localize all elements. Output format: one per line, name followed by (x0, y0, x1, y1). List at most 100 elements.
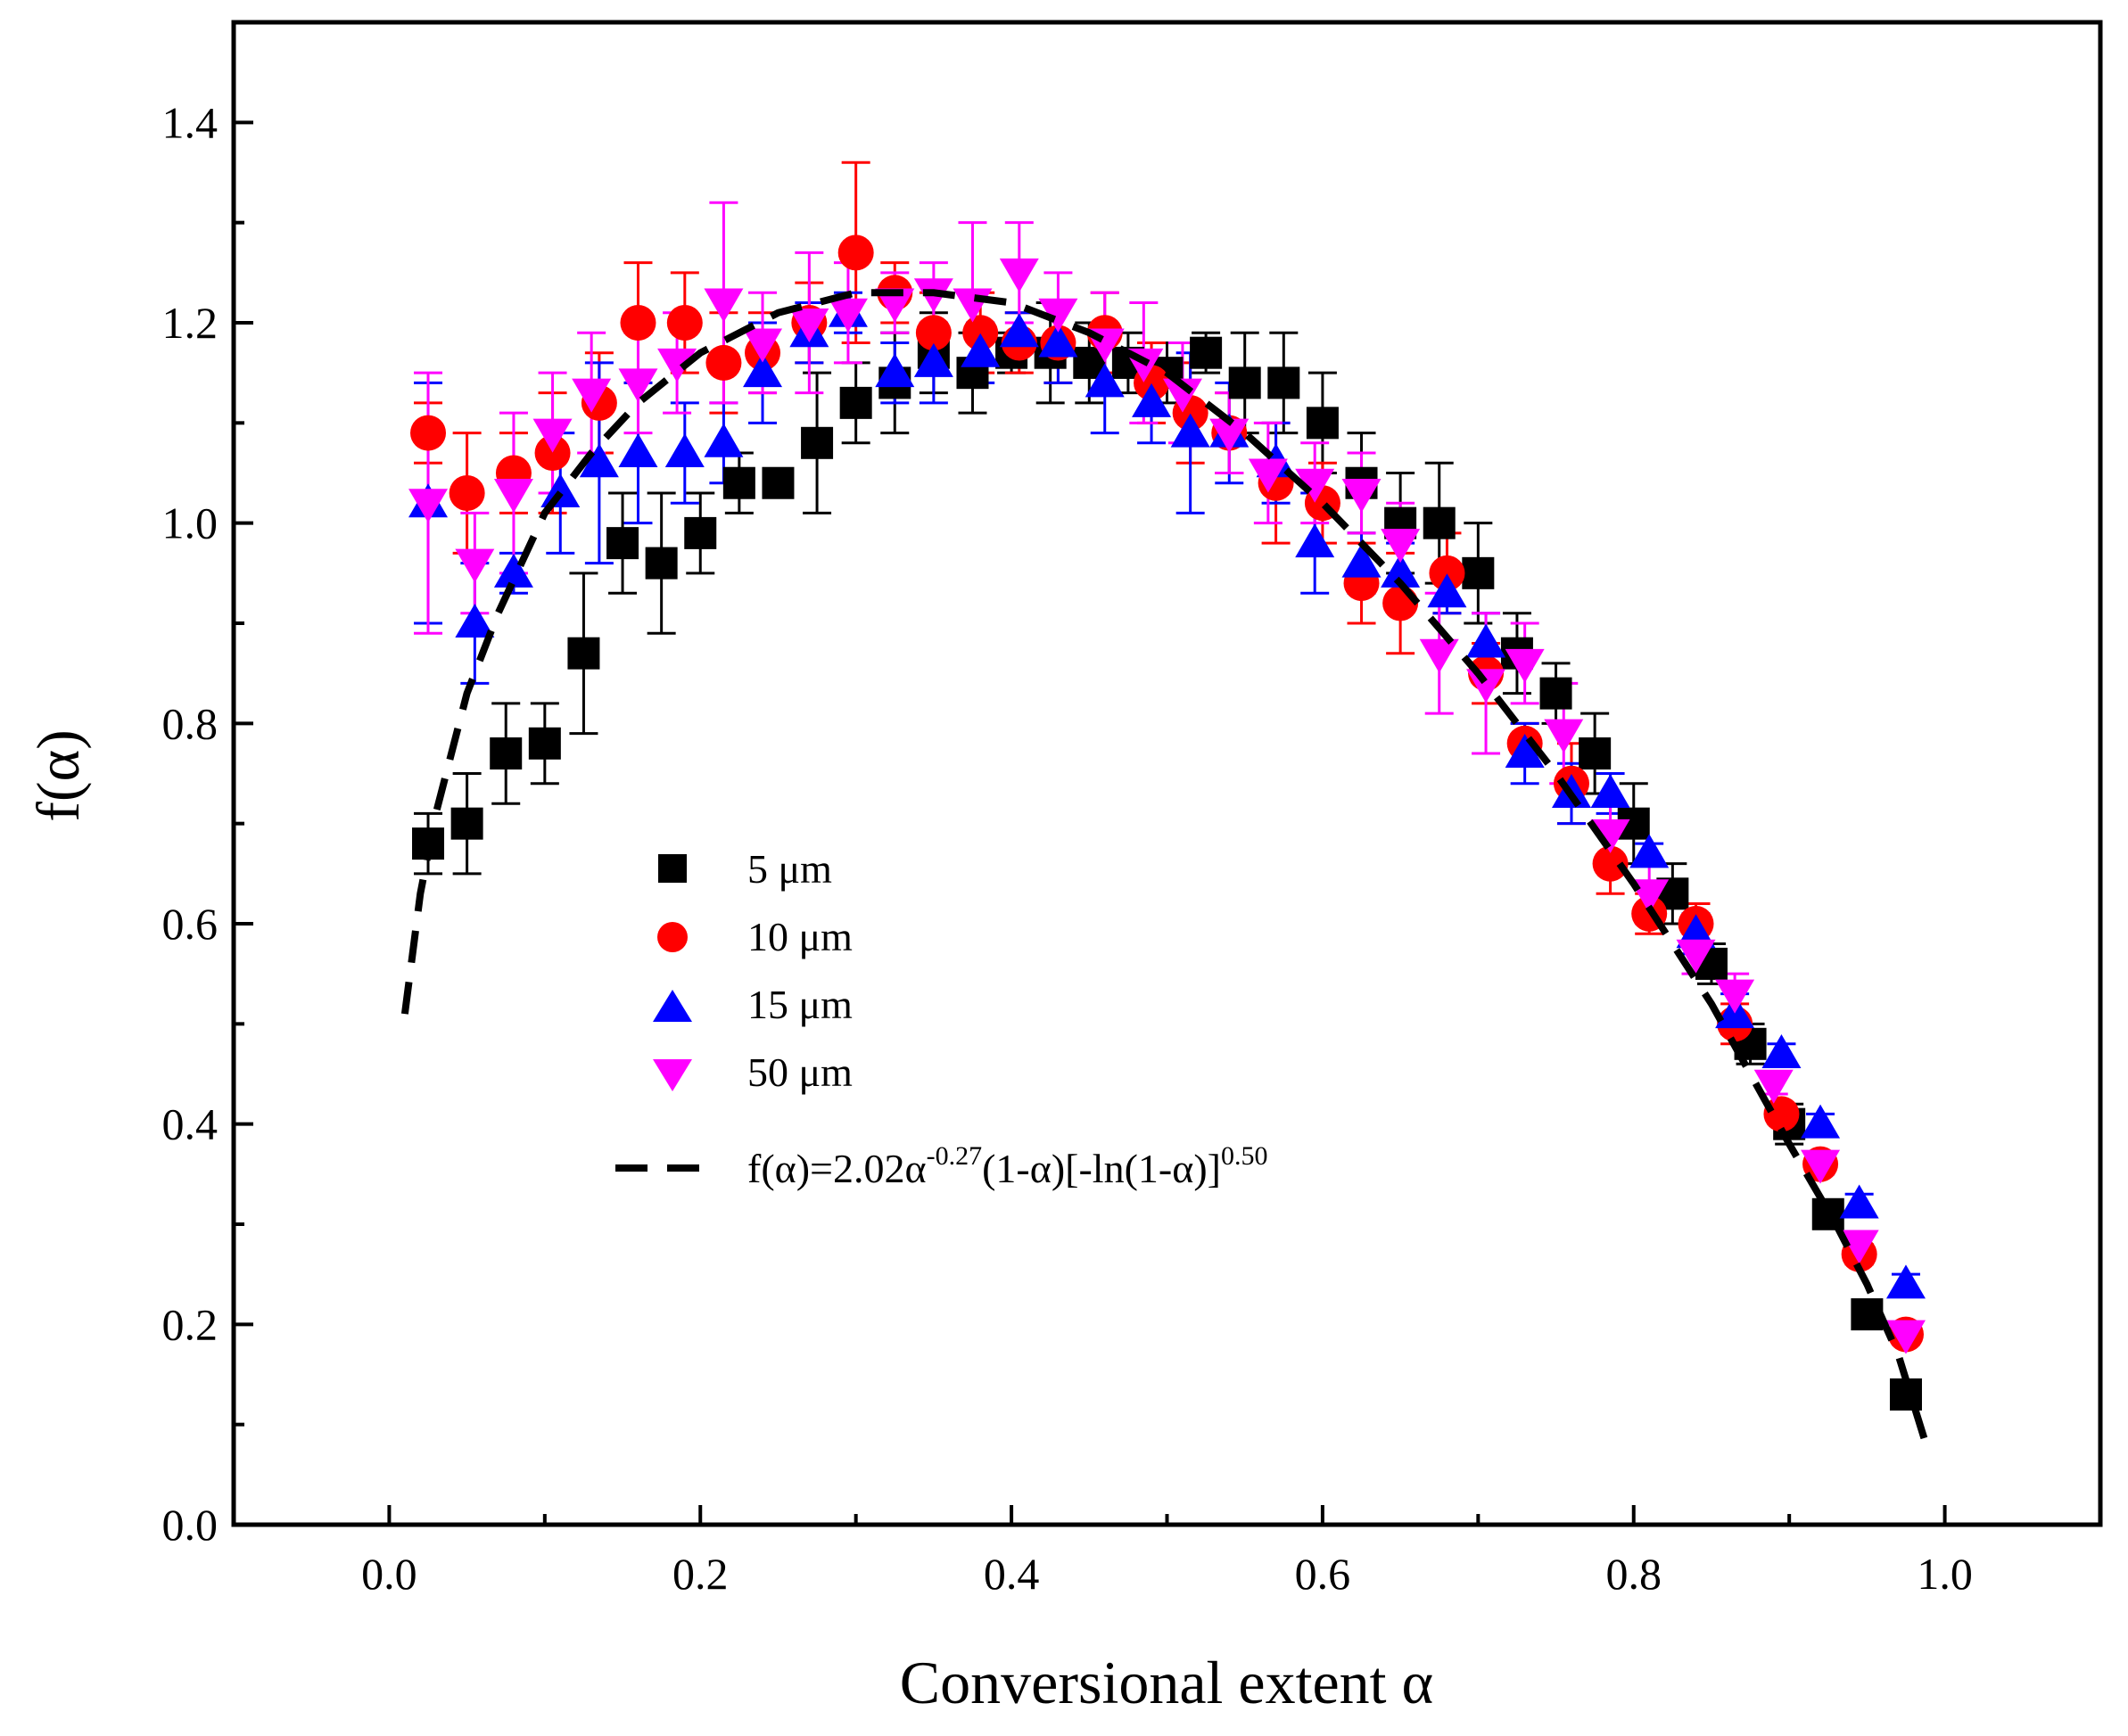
data-point-triangle-down (1715, 979, 1755, 1014)
data-point-triangle-down (1590, 819, 1630, 853)
data-point-square (722, 466, 755, 499)
data-point-triangle-up (455, 604, 495, 638)
data-point-square (684, 516, 717, 549)
x-axis-title: Conversional extent α (900, 1649, 1433, 1716)
data-point-square (528, 727, 561, 760)
data-point-triangle-down (1162, 378, 1202, 413)
data-point-triangle-down (1753, 1069, 1794, 1104)
data-point-triangle-down (1544, 719, 1584, 753)
y-tick-label: 0.8 (162, 698, 219, 748)
y-axis-title: f(α) (24, 729, 92, 822)
data-point-triangle-down (1419, 638, 1459, 673)
data-point-triangle-down (493, 478, 533, 513)
data-point-triangle-up (704, 423, 744, 457)
data-point-circle (962, 315, 999, 351)
y-tick-label: 0.6 (162, 899, 219, 949)
data-point-triangle-down (875, 288, 915, 323)
data-point-square (839, 386, 872, 419)
data-point-square (1462, 556, 1495, 589)
data-point-circle (666, 305, 703, 341)
data-point-triangle-down (618, 368, 658, 403)
data-point-triangle-down (1839, 1230, 1879, 1264)
y-tick-label: 1.4 (162, 97, 219, 147)
data-point-triangle-up (1590, 773, 1630, 808)
data-point-triangle-up (493, 553, 533, 588)
data-point-triangle-up (1085, 363, 1125, 398)
data-point-triangle-down (455, 548, 495, 583)
x-tick-label: 0.6 (1295, 1549, 1351, 1599)
data-point-triangle-up (618, 433, 658, 468)
legend-label-fit: f(α)=2.02α-0.27(1-α)[-ln(1-α)]0.50 (747, 1141, 1267, 1191)
data-point-triangle-up (1801, 1104, 1841, 1139)
data-point-circle (837, 234, 874, 271)
x-tick-label: 0.8 (1606, 1549, 1662, 1599)
axes: 0.0 0.2 0.4 0.6 0.8 1.0 0.0 0.2 0.4 0.6 0.8 1.0 1.2 1… (162, 97, 2102, 1599)
data-point-square (1190, 336, 1223, 369)
y-tick-label: 1.0 (162, 498, 219, 548)
x-tick-label: 0.0 (361, 1549, 417, 1599)
markers-layer (408, 234, 1926, 1411)
fit-label-prefix: f(α)=2.02α (747, 1146, 927, 1191)
legend-label-5um: 5 μm (747, 846, 832, 892)
fit-curve (400, 289, 1933, 1456)
data-point-triangle-down (1341, 478, 1382, 513)
data-point-triangle-up (1629, 834, 1670, 868)
data-point-triangle-up (540, 473, 581, 507)
data-point-circle (410, 415, 447, 451)
data-point-triangle-down (743, 328, 783, 363)
data-point-triangle-down (1295, 468, 1335, 503)
data-point-triangle-up (1341, 543, 1382, 578)
data-point-triangle-up (1505, 734, 1545, 769)
data-point-triangle-down (1248, 458, 1288, 493)
x-tick-label: 0.2 (672, 1549, 729, 1599)
data-point-triangle-down (789, 309, 829, 342)
data-point-triangle-down (1038, 298, 1078, 333)
data-point-triangle-up (1295, 523, 1335, 558)
legend-marker-15um (653, 990, 692, 1022)
data-point-triangle-down (1676, 939, 1716, 974)
data-point-triangle-up (1381, 553, 1421, 588)
data-point-square (1306, 407, 1339, 440)
data-point-triangle-down (1209, 418, 1250, 453)
data-point-triangle-up (1885, 1264, 1926, 1299)
data-point-square (1539, 677, 1572, 710)
data-point-circle (1429, 555, 1465, 591)
legend-marker-50um (653, 1059, 692, 1091)
legend-label-15um: 15 μm (747, 982, 853, 1027)
data-point-triangle-down (1505, 648, 1545, 683)
data-point-square (490, 737, 523, 770)
data-point-circle (1382, 585, 1419, 621)
data-point-triangle-up (1466, 623, 1506, 658)
data-point-triangle-down (1801, 1149, 1841, 1184)
data-point-triangle-down (572, 378, 612, 413)
data-point-circle (534, 435, 571, 472)
legend-label-50um: 50 μm (747, 1049, 853, 1095)
data-point-triangle-up (961, 333, 1001, 367)
data-point-square (1228, 366, 1261, 399)
data-point-circle (915, 315, 952, 351)
data-point-triangle-up (579, 443, 619, 478)
data-point-circle (620, 305, 656, 341)
y-tick-label: 1.2 (162, 298, 219, 348)
y-tick-label: 0.2 (162, 1299, 219, 1349)
data-point-triangle-up (999, 313, 1039, 348)
fit-label-sup2: 0.50 (1221, 1141, 1268, 1171)
data-point-square (762, 466, 795, 499)
data-point-triangle-up (1761, 1034, 1802, 1069)
data-point-triangle-down (532, 418, 573, 453)
y-tick-label: 0.0 (162, 1500, 219, 1550)
y-tick-label: 0.4 (162, 1099, 219, 1149)
data-point-triangle-down (1466, 669, 1506, 703)
data-point-square (450, 807, 483, 840)
plot-area (400, 160, 1933, 1456)
data-point-square (645, 547, 678, 580)
data-point-triangle-up (1132, 383, 1172, 417)
data-point-triangle-down (1381, 529, 1421, 564)
fit-label-sup1: -0.27 (927, 1141, 983, 1171)
data-point-square (1423, 506, 1456, 539)
data-point-circle (1592, 845, 1629, 882)
legend-marker-10um (657, 922, 688, 952)
data-point-triangle-up (1839, 1184, 1879, 1219)
